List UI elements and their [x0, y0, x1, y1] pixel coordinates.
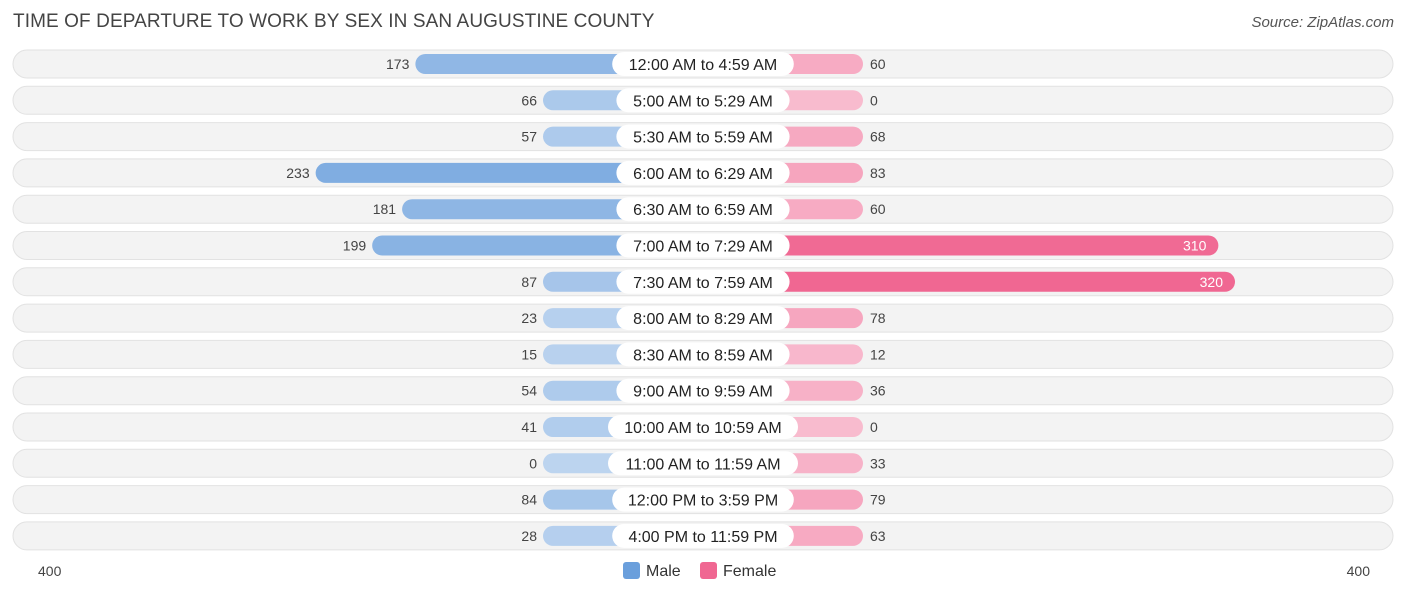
category-label: 6:30 AM to 6:59 AM — [633, 202, 773, 219]
category-label: 12:00 PM to 3:59 PM — [628, 493, 778, 510]
category-label: 12:00 AM to 4:59 AM — [629, 57, 778, 74]
axis-label-right: 400 — [1347, 563, 1371, 579]
legend-label-male: Male — [646, 563, 681, 580]
category-label-pill — [616, 124, 790, 149]
category-label-pill — [616, 233, 790, 258]
category-label: 11:00 AM to 11:59 AM — [625, 456, 780, 473]
axis-label-left: 400 — [38, 563, 62, 579]
female-value-label: 36 — [870, 383, 886, 399]
chart-title: TIME OF DEPARTURE TO WORK BY SEX IN SAN … — [13, 11, 655, 32]
category-label: 4:00 PM to 11:59 PM — [628, 529, 777, 546]
category-label: 8:00 AM to 8:29 AM — [633, 311, 773, 328]
male-value-label: 199 — [343, 238, 367, 254]
category-label: 10:00 AM to 10:59 AM — [624, 420, 781, 437]
male-value-label: 23 — [521, 310, 537, 326]
male-value-label: 66 — [521, 92, 537, 108]
category-label-pill — [616, 160, 790, 185]
female-value-label: 63 — [870, 528, 886, 544]
female-value-label: 320 — [1200, 274, 1224, 290]
male-value-label: 84 — [521, 492, 537, 508]
female-bar — [703, 235, 1219, 256]
category-label-pill — [616, 378, 790, 403]
category-label-pill — [616, 306, 790, 331]
category-label-pill — [616, 269, 790, 294]
category-label-pill — [608, 451, 798, 476]
category-label-pill — [616, 342, 790, 367]
category-label: 7:00 AM to 7:29 AM — [633, 239, 773, 256]
male-value-label: 181 — [373, 201, 397, 217]
category-label-pill — [612, 523, 794, 548]
male-value-label: 28 — [521, 528, 537, 544]
female-value-label: 78 — [870, 310, 886, 326]
category-label: 9:00 AM to 9:59 AM — [633, 384, 773, 401]
female-value-label: 33 — [870, 455, 886, 471]
male-value-label: 87 — [521, 274, 537, 290]
female-value-label: 60 — [870, 56, 886, 72]
male-value-label: 233 — [286, 165, 310, 181]
female-value-label: 83 — [870, 165, 886, 181]
category-label: 5:30 AM to 5:59 AM — [633, 130, 773, 147]
male-value-label: 0 — [529, 455, 537, 471]
category-label-pill — [612, 487, 794, 512]
category-label-pill — [612, 52, 794, 76]
legend-label-female: Female — [723, 563, 776, 580]
female-value-label: 79 — [870, 492, 886, 508]
category-label-pill — [616, 88, 790, 113]
male-value-label: 57 — [521, 129, 537, 145]
female-bar — [703, 271, 1235, 292]
category-label: 5:00 AM to 5:29 AM — [633, 93, 773, 110]
category-label: 7:30 AM to 7:59 AM — [633, 275, 773, 292]
legend-swatch-male — [623, 562, 640, 579]
male-value-label: 173 — [386, 56, 410, 72]
male-value-label: 54 — [521, 383, 537, 399]
female-value-label: 0 — [870, 419, 878, 435]
female-value-label: 60 — [870, 201, 886, 217]
female-value-label: 0 — [870, 92, 878, 108]
male-bar — [315, 162, 703, 183]
female-value-label: 68 — [870, 129, 886, 145]
female-value-label: 310 — [1183, 238, 1207, 254]
category-label-pill — [616, 197, 790, 222]
female-value-label: 12 — [870, 346, 886, 362]
male-value-label: 41 — [521, 419, 537, 435]
category-label: 8:30 AM to 8:59 AM — [633, 347, 773, 364]
category-label-pill — [608, 415, 798, 439]
legend-swatch-female — [700, 562, 717, 579]
male-value-label: 15 — [521, 346, 537, 362]
source-note: Source: ZipAtlas.com — [1251, 14, 1394, 31]
category-label: 6:00 AM to 6:29 AM — [633, 166, 773, 183]
